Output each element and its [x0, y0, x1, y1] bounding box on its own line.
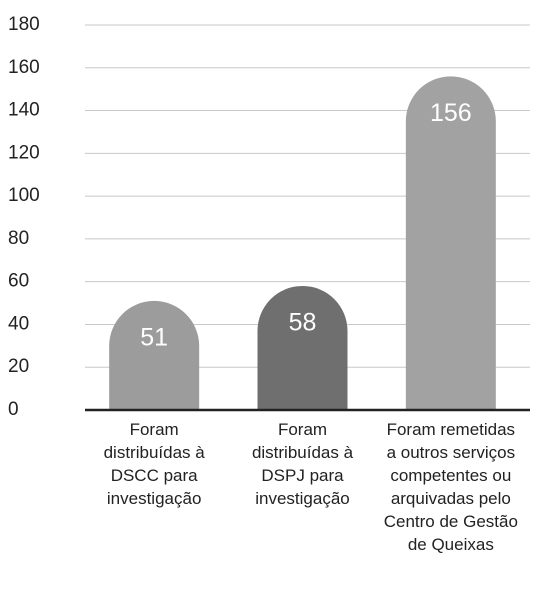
data-label: 51 — [140, 324, 168, 352]
y-tick-label: 180 — [8, 14, 40, 35]
y-tick-label: 60 — [8, 271, 29, 292]
x-tick-label: Foram distribuídas à DSCC para investiga… — [103, 420, 205, 508]
y-tick-label: 160 — [8, 57, 40, 78]
y-tick-label: 0 — [8, 399, 19, 420]
bar — [109, 300, 200, 410]
y-tick-label: 140 — [8, 100, 40, 121]
bar — [405, 76, 496, 410]
y-tick-label: 40 — [8, 313, 29, 334]
y-tick-label: 120 — [8, 142, 40, 163]
y-tick-label: 100 — [8, 185, 40, 206]
x-tick-label: Foram remetidas a outros serviços compet… — [383, 420, 518, 554]
data-label: 156 — [430, 99, 472, 127]
y-tick-label: 80 — [8, 228, 29, 249]
data-label: 58 — [289, 309, 317, 337]
bar — [257, 285, 348, 410]
y-tick-label: 20 — [8, 356, 29, 377]
x-tick-label: Foram distribuídas à DSPJ para investiga… — [251, 420, 354, 508]
